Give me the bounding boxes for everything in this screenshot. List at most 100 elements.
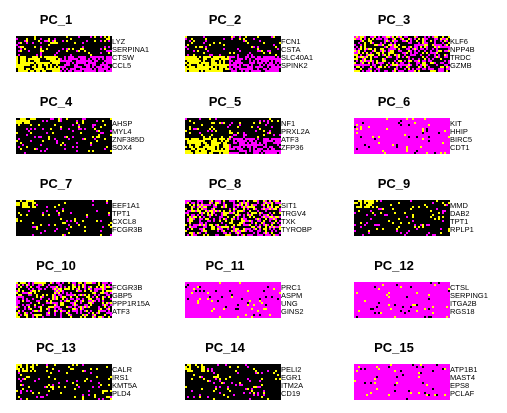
heatmap-cell — [102, 118, 105, 121]
heatmap-cell — [360, 40, 363, 43]
heatmap-cell — [237, 146, 240, 149]
heatmap-cell — [273, 138, 276, 141]
heatmap-cell — [253, 118, 256, 121]
heatmap-cell — [199, 130, 202, 133]
heatmap-cell — [271, 134, 274, 137]
heatmap-cell — [62, 126, 65, 129]
heatmap-cell — [436, 118, 439, 121]
heatmap-cell — [86, 40, 89, 43]
heatmap-cell — [271, 50, 274, 53]
heatmap-cell — [207, 38, 210, 41]
heatmap-cell — [261, 54, 264, 57]
heatmap-cell — [80, 152, 83, 154]
heatmap-cell — [416, 128, 419, 131]
pc-panel: PC_1 LYZ SERPINA1 CTSW CCL5 — [0, 0, 169, 82]
heatmap-cell — [370, 122, 373, 125]
heatmap-cell — [24, 44, 27, 47]
heatmap-cell — [104, 130, 107, 133]
heatmap-cell — [227, 58, 230, 61]
heatmap-cell — [185, 60, 188, 63]
heatmap-cell — [392, 52, 395, 55]
heatmap-cell — [24, 142, 27, 145]
heatmap-cell — [446, 70, 449, 72]
heatmap-cell — [438, 118, 441, 121]
heatmap-cell — [265, 118, 268, 121]
heatmap-cell — [76, 66, 79, 69]
heatmap-cell — [78, 68, 81, 71]
heatmap-cell — [62, 60, 65, 63]
heatmap-cell — [88, 152, 91, 154]
heatmap-cell — [360, 64, 363, 67]
heatmap-cell — [444, 36, 447, 39]
heatmap-cell — [269, 128, 272, 131]
heatmap-cell — [96, 54, 99, 57]
heatmap-cell — [209, 36, 212, 39]
heatmap-cell — [400, 138, 403, 141]
heatmap-cell — [247, 134, 250, 137]
heatmap-cell — [245, 128, 248, 131]
heatmap-cell — [396, 66, 399, 69]
heatmap-cell — [54, 64, 57, 67]
heatmap-cell — [195, 38, 198, 41]
heatmap-cell — [90, 70, 93, 72]
heatmap-cell — [404, 68, 407, 71]
heatmap-cell — [48, 68, 51, 71]
heatmap-cell — [263, 42, 266, 45]
heatmap-cell — [50, 66, 53, 69]
heatmap-cell — [52, 150, 55, 153]
heatmap-cell — [52, 46, 55, 49]
heatmap-cell — [205, 128, 208, 131]
heatmap-cell — [48, 40, 51, 43]
heatmap-cell — [106, 42, 109, 45]
heatmap-cell — [380, 70, 383, 72]
heatmap-cell — [406, 142, 409, 145]
heatmap-cell — [215, 130, 218, 133]
heatmap-cell — [261, 144, 264, 147]
heatmap-cell — [273, 128, 276, 131]
heatmap-cell — [64, 122, 67, 125]
heatmap-cell — [418, 66, 421, 69]
heatmap-cell — [46, 148, 49, 151]
heatmap-cell — [430, 138, 433, 141]
heatmap-cell — [211, 50, 214, 53]
heatmap-cell — [261, 152, 264, 154]
heatmap-cell — [448, 50, 450, 53]
heatmap-cell — [62, 144, 65, 147]
heatmap-cell — [243, 142, 246, 145]
pc-panel: PC_3 KLF6 NPP4B TRDC GZMB — [338, 0, 507, 82]
heatmap-cell — [26, 124, 29, 127]
heatmap-cell — [90, 50, 93, 53]
heatmap-cell — [104, 70, 107, 72]
heatmap-cell — [364, 62, 367, 65]
heatmap-cell — [66, 58, 69, 61]
heatmap-cell — [187, 68, 190, 71]
heatmap-cell — [16, 142, 19, 145]
heatmap-cell — [84, 142, 87, 145]
heatmap-cell — [245, 122, 248, 125]
heatmap-cell — [430, 62, 433, 65]
heatmap-cell — [233, 38, 236, 41]
heatmap-cell — [398, 52, 401, 55]
heatmap-cell — [24, 150, 27, 153]
heatmap-cell — [253, 52, 256, 55]
heatmap-cell — [360, 128, 363, 131]
heatmap-cell — [255, 146, 258, 149]
heatmap-cell — [400, 44, 403, 47]
heatmap-cell — [40, 46, 43, 49]
heatmap-cell — [408, 140, 411, 143]
heatmap-cell — [380, 56, 383, 59]
heatmap-cell — [261, 148, 264, 151]
heatmap-cell — [102, 124, 105, 127]
heatmap-cell — [273, 36, 276, 39]
heatmap-cell — [26, 48, 29, 51]
heatmap-cell — [424, 44, 427, 47]
heatmap-cell — [245, 138, 248, 141]
heatmap-cell — [26, 42, 29, 45]
heatmap-cell — [386, 56, 389, 59]
heatmap-cell — [199, 36, 202, 39]
heatmap-cell — [98, 38, 101, 41]
heatmap-cell — [22, 132, 25, 135]
heatmap-cell — [70, 122, 73, 125]
heatmap-cell — [364, 122, 367, 125]
heatmap-cell — [366, 36, 369, 39]
